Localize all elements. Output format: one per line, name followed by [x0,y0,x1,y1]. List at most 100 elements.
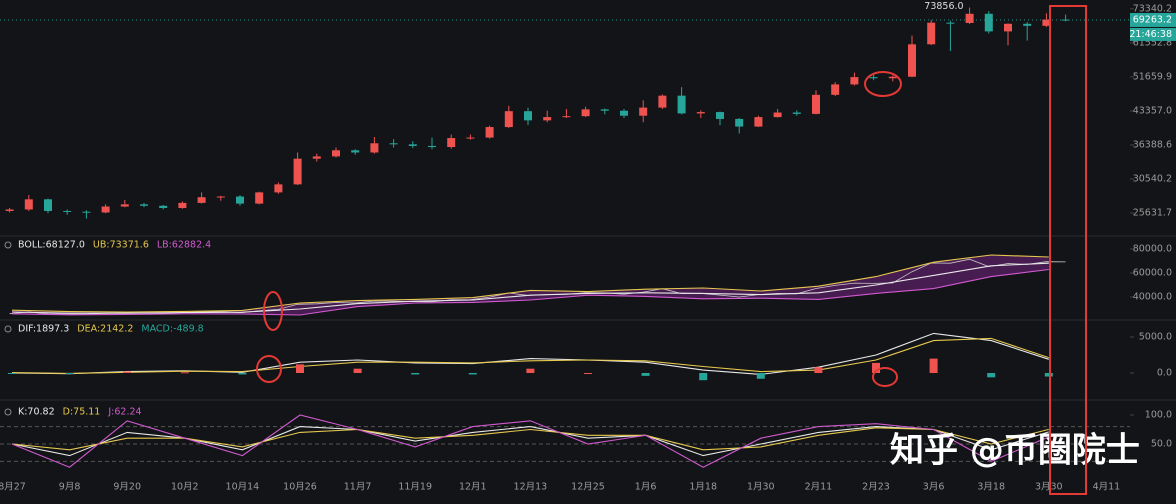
macd-bar [411,373,420,375]
indicator-line [11,414,1050,468]
candle-body [408,144,417,146]
x-tick-label: 12月13 [514,482,548,493]
legend-entry: J:62.24 [107,407,141,418]
y-tick-label: 60000.0 [1133,268,1172,279]
indicator-line [11,268,1049,316]
candle-body [812,94,820,114]
macd-bar [468,373,477,375]
candle-body [754,117,763,127]
x-tick-label: 10月2 [171,482,199,493]
candle-body [581,109,590,117]
candle-body [735,118,744,127]
candle-body [63,210,72,212]
y-tick-label: 25631.7 [1133,207,1172,218]
annotations [256,5,1087,495]
x-tick-label: 10月14 [226,482,260,493]
y-tick-label: 40000.0 [1133,292,1172,303]
candle-body [332,150,340,157]
candle-body [428,145,436,148]
legend-entry: D:75.11 [63,407,101,418]
legend-entry: DIF:1897.3 [18,324,69,335]
macd-bar [987,373,996,378]
candle-body [101,206,110,213]
last-price-label: 69263.2 [1133,14,1172,25]
macd-bar [8,373,16,375]
legend-icon [4,241,12,249]
y-tick-label: 5000.0 [1139,331,1172,342]
candle-body [447,138,456,148]
x-tick-label: 4月11 [1093,482,1121,493]
y-tick-label: 51659.9 [1133,71,1172,82]
legend-icon [4,325,12,333]
candle-body [466,137,475,139]
macd-bar [238,373,247,375]
x-tick-label: 9月20 [113,482,141,493]
macd-bar [123,371,132,374]
macd-bar [65,373,74,375]
candle-body [716,112,724,119]
macd-bar [756,373,765,379]
legend-entry: MACD:-489.8 [141,324,203,335]
x-tick-label: 10月26 [283,482,317,493]
candle-body [504,111,513,128]
x-tick-label: 2月23 [862,482,890,493]
candle-body [1061,19,1070,21]
legend-entry: BOLL:68127.0 [18,240,85,251]
high-label: 73856.0 [924,1,963,12]
x-tick-label: 1月18 [689,482,717,493]
candle-body [677,95,686,114]
candle-body [1042,19,1051,26]
candle-body [370,143,379,153]
x-tick-label: 3月18 [977,482,1005,493]
x-tick-label: 3月30 [1035,482,1063,493]
legend-entry: UB:73371.6 [93,240,149,251]
y-tick-label: 0.0 [1157,368,1172,379]
candle-body [82,211,91,213]
candle-body [44,199,52,211]
candle-body [927,22,936,45]
candle-body [120,204,129,207]
y-tick-label: 61552.8 [1133,37,1172,48]
candle-body [562,116,571,118]
candle-body [946,22,955,24]
candle-body [236,196,244,204]
macd-bar [296,364,304,374]
indicator-line [11,262,1049,314]
candle-body [485,127,494,138]
candle-body [293,158,302,185]
countdown-label: 21:46:38 [1129,29,1172,40]
macd-bar [814,367,823,374]
candle-body [140,204,148,206]
highlight-circle [872,367,898,387]
candle-body [620,110,628,116]
candle-body [197,197,206,203]
candle-body [658,95,667,108]
candle-body [255,192,264,204]
x-tick-label: 11月19 [398,482,432,493]
candle-body [639,107,648,116]
candle-body [984,13,993,32]
candle-body [389,143,398,145]
highlight-circle [263,291,283,331]
candle-body [312,156,321,159]
x-tick-label: 2月11 [805,482,833,493]
y-tick-label: 73340.2 [1133,3,1172,14]
watermark: 知乎 @币圈院士 [890,431,1140,471]
candle-body [696,112,705,114]
highlight-circle [864,71,902,97]
highlight-box [1049,5,1087,495]
legend-entry: K:70.82 [18,407,55,418]
macd-bar [353,368,362,374]
candle-body [908,44,916,77]
macd-bar [526,368,535,374]
x-tick-label: 1月6 [635,482,657,493]
price-box [1130,12,1176,27]
y-tick-label: 36388.6 [1133,139,1172,150]
x-tick-label: 3月6 [923,482,945,493]
candle-body [888,76,897,79]
macd-bar [929,358,938,374]
macd-bar [1044,373,1053,377]
legend-icon [4,408,12,416]
